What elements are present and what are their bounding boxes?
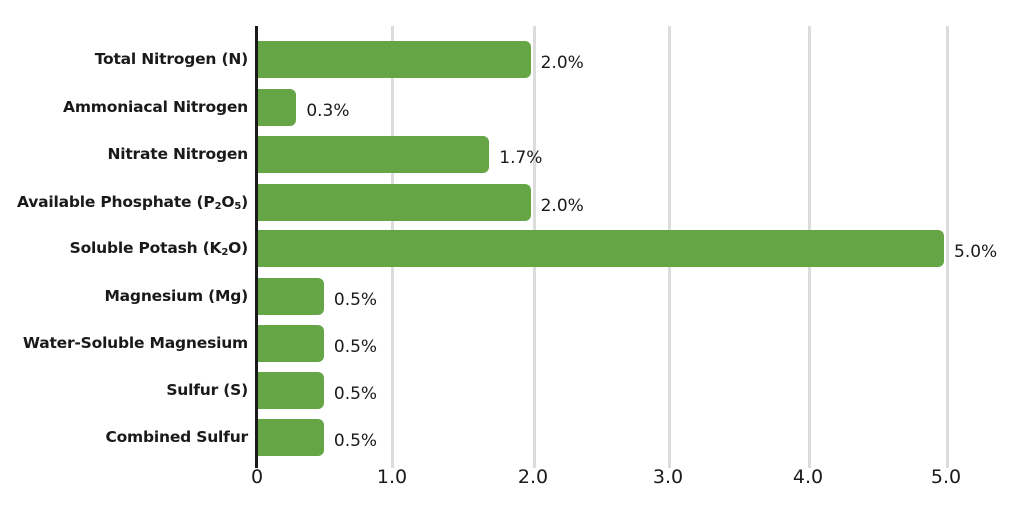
gridline [946,26,949,468]
bar [257,136,490,173]
category-label: Total Nitrogen (N) [94,50,249,68]
x-tick-label: 5.0 [930,466,962,488]
category-label: Water-Soluble Magnesium [22,334,248,352]
value-label: 2.0% [540,53,584,73]
x-tick-label: 3.0 [652,466,684,488]
bar [257,419,324,456]
x-tick-label: 2.0 [517,466,549,488]
bar-row: Total Nitrogen (N) 2.0% [0,41,1024,78]
value-label: 0.3% [306,101,350,121]
value-label: 1.7% [499,148,543,168]
bar [257,325,324,362]
value-label: 0.5% [333,384,378,404]
bar [257,372,324,409]
value-label: 5.0% [954,242,998,262]
bar-row: Magnesium (Mg) 0.5% [0,278,1024,315]
x-tick-label: 0 [250,466,264,488]
category-label: Combined Sulfur [105,428,248,446]
value-label: 0.5% [333,431,378,451]
bar-row: Water-Soluble Magnesium 0.5% [0,325,1024,362]
x-tick-label: 1.0 [376,466,408,488]
bar [257,41,531,78]
bar-row: Soluble Potash (K2O) 5.0% [0,230,1024,267]
bar-row: Combined Sulfur 0.5% [0,419,1024,456]
value-label: 0.5% [333,290,378,310]
category-label: Available Phosphate (P2O5) [16,193,248,212]
category-label: Soluble Potash (K2O) [69,239,249,258]
category-label: Sulfur (S) [166,381,248,399]
category-label: Nitrate Nitrogen [107,145,248,163]
y-axis-line [255,26,258,468]
bar-row: Sulfur (S) 0.5% [0,372,1024,409]
category-label: Magnesium (Mg) [104,287,248,305]
bar [257,278,324,315]
bar-row: Ammoniacal Nitrogen 0.3% [0,89,1024,126]
x-tick-label: 4.0 [792,466,824,488]
bar [257,89,297,126]
category-label: Ammoniacal Nitrogen [63,98,248,116]
bar-row: Available Phosphate (P2O5) 2.0% [0,184,1024,221]
bar-row: Nitrate Nitrogen 1.7% [0,136,1024,173]
bar [257,184,531,221]
value-label: 0.5% [333,337,378,357]
value-label: 2.0% [540,196,584,216]
bar [257,230,944,267]
